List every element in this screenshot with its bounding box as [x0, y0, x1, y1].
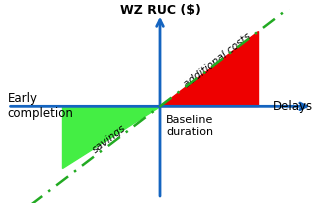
Text: Delays: Delays	[272, 100, 313, 113]
Text: additional costs: additional costs	[182, 31, 253, 89]
Text: Early
completion: Early completion	[7, 92, 73, 120]
Polygon shape	[160, 32, 258, 106]
Polygon shape	[62, 106, 160, 168]
Text: WZ RUC ($): WZ RUC ($)	[120, 4, 200, 17]
Text: Baseline
duration: Baseline duration	[166, 115, 213, 137]
Text: savings: savings	[91, 122, 128, 154]
